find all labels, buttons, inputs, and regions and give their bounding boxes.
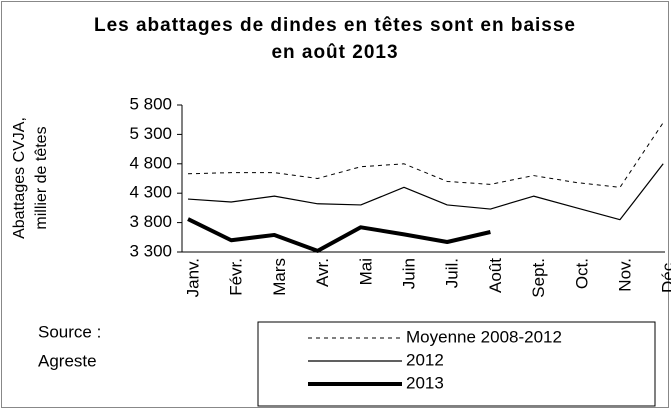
x-tick-label: Oct. <box>572 258 591 289</box>
x-tick-label: Janv. <box>183 258 202 297</box>
x-tick-label: Août <box>486 258 505 293</box>
y-tick-label: 3 800 <box>129 212 172 231</box>
y-tick-label: 4 300 <box>129 183 172 202</box>
legend-label: 2012 <box>406 350 444 369</box>
series-line <box>187 217 491 253</box>
y-tick-label: 4 800 <box>129 153 172 172</box>
x-tick-label: Mai <box>356 258 375 285</box>
legend-box <box>257 321 656 407</box>
x-tick-label: Sept. <box>529 258 548 298</box>
x-tick-label: Mars <box>270 258 289 296</box>
y-axis-label: millier de têtes <box>33 126 50 229</box>
source-note: Source : <box>38 322 101 341</box>
y-tick-label: 5 800 <box>129 94 172 113</box>
legend-label: 2013 <box>406 373 444 392</box>
y-tick-label: 3 300 <box>129 241 172 260</box>
x-tick-label: Juil. <box>443 258 462 288</box>
y-tick-label: 5 300 <box>129 124 172 143</box>
x-tick-label: Févr. <box>227 258 246 296</box>
y-axis-label: Abattages CVJA, <box>11 117 28 239</box>
x-tick-label: Avr. <box>313 258 332 287</box>
source-note: Agreste <box>38 351 97 370</box>
series-line <box>187 122 664 188</box>
x-tick-label: Déc. <box>659 258 671 293</box>
series-line <box>187 163 664 221</box>
x-tick-label: Juin <box>399 258 418 289</box>
chart-title: Les abattages de dindes en têtes sont en… <box>93 15 577 63</box>
x-tick-label: Nov. <box>615 258 634 292</box>
legend-label: Moyenne 2008-2012 <box>406 327 562 346</box>
